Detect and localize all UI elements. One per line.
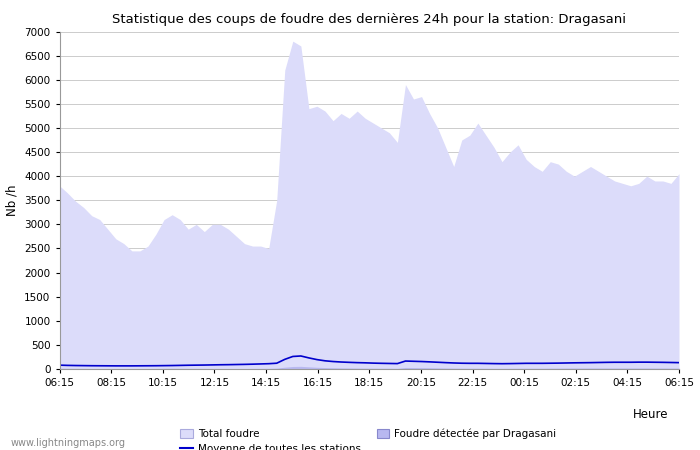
Text: Heure: Heure	[633, 408, 668, 421]
Y-axis label: Nb /h: Nb /h	[6, 184, 19, 216]
Title: Statistique des coups de foudre des dernières 24h pour la station: Dragasani: Statistique des coups de foudre des dern…	[112, 13, 626, 26]
Legend: Total foudre, Moyenne de toutes les stations, Foudre détectée par Dragasani: Total foudre, Moyenne de toutes les stat…	[176, 424, 561, 450]
Text: www.lightningmaps.org: www.lightningmaps.org	[10, 438, 125, 448]
